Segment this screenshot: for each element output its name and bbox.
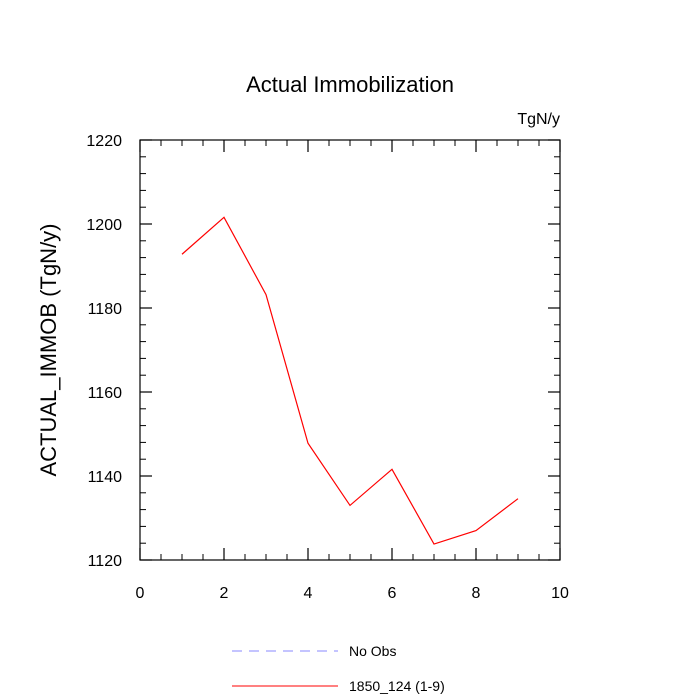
data-point	[432, 542, 436, 546]
data-point	[222, 215, 226, 219]
x-tick-label: 0	[136, 585, 145, 602]
x-tick-label: 6	[388, 585, 397, 602]
data-point	[390, 467, 394, 471]
x-tick-label: 10	[551, 585, 569, 602]
data-point	[306, 441, 310, 445]
data-point	[516, 497, 520, 501]
data-point	[474, 529, 478, 533]
data-point	[180, 252, 184, 256]
x-tick-label: 4	[304, 585, 313, 602]
x-tick-label: 8	[472, 585, 481, 602]
data-point	[264, 293, 268, 297]
y-tick-label: 1120	[88, 553, 123, 570]
y-axis-label: ACTUAL_IMMOB (TgN/y)	[36, 223, 61, 476]
legend: No Obs 1850_124 (1-9)	[232, 643, 445, 694]
plot-frame	[139, 139, 561, 561]
x-tick-label: 2	[220, 585, 229, 602]
units-label: TgN/y	[517, 111, 560, 128]
chart-title: Actual Immobilization	[246, 72, 454, 97]
data-point	[348, 503, 352, 507]
y-tick-label: 1200	[86, 217, 122, 234]
axis-ticks: 0 2 4 6 8 10 1120 1140 1160 1180 1200 1220	[86, 133, 569, 602]
y-tick-label: 1180	[88, 301, 123, 318]
y-tick-label: 1220	[86, 133, 122, 150]
y-tick-label: 1140	[88, 469, 123, 486]
series-line	[181, 216, 519, 545]
legend-label: 1850_124 (1-9)	[349, 678, 445, 694]
legend-label: No Obs	[349, 643, 396, 659]
y-tick-label: 1160	[88, 385, 123, 402]
series-layer	[180, 215, 520, 546]
